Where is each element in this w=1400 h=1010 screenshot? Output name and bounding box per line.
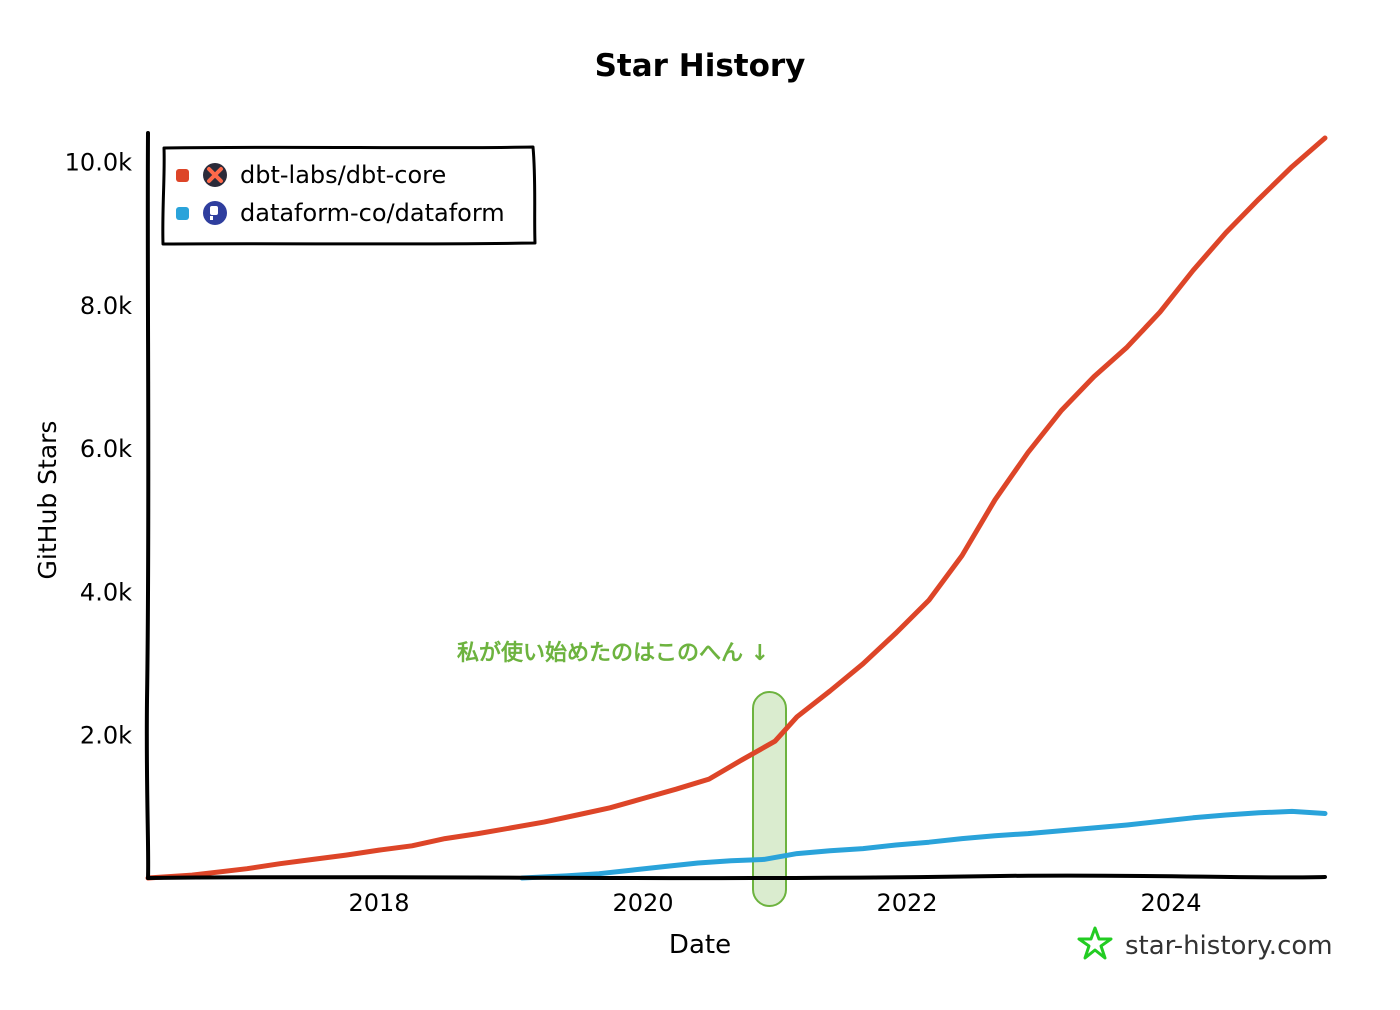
star-icon <box>1077 926 1113 960</box>
dataform-logo-icon <box>203 201 227 225</box>
x-tick-label: 2020 <box>612 889 673 917</box>
x-axis-label: Date <box>669 930 731 960</box>
chart-title: Star History <box>595 48 806 84</box>
series-line-dataform <box>519 808 1328 881</box>
legend-label-dataform: dataform-co/dataform <box>240 199 505 227</box>
annotation-label: 私が使い始めたのはこのへん ↓ <box>457 640 769 666</box>
legend-swatch-dbt <box>176 169 189 182</box>
series-lines <box>145 135 1328 881</box>
y-tick-label: 6.0k <box>80 435 132 463</box>
legend-label-dbt: dbt-labs/dbt-core <box>240 161 446 189</box>
legend-swatch-dataform <box>176 207 189 220</box>
series-line-dbt-core <box>145 135 1328 881</box>
watermark-text[interactable]: star-history.com <box>1125 931 1333 961</box>
legend: dbt-labs/dbt-core dataform-co/dataform <box>161 145 537 246</box>
y-axis-line <box>144 131 151 880</box>
y-axis-label: GitHub Stars <box>33 421 62 580</box>
x-tick-label: 2024 <box>1140 889 1201 917</box>
x-tick-label: 2018 <box>348 889 409 917</box>
x-ticks: 2018 2020 2022 2024 <box>348 889 1201 917</box>
axes <box>144 131 1327 881</box>
x-tick-label: 2022 <box>876 889 937 917</box>
y-tick-label: 4.0k <box>80 578 132 606</box>
legend-box <box>161 145 537 246</box>
watermark[interactable]: star-history.com <box>1077 926 1333 961</box>
dbt-logo-icon <box>203 163 227 187</box>
y-tick-label: 2.0k <box>80 722 132 750</box>
annotation-highlight <box>752 691 787 907</box>
x-axis-line <box>146 873 1327 881</box>
annotation: 私が使い始めたのはこのへん ↓ <box>457 640 787 907</box>
y-tick-label: 8.0k <box>80 292 132 320</box>
y-tick-label: 10.0k <box>65 149 132 177</box>
y-ticks: 2.0k 4.0k 6.0k 8.0k 10.0k <box>65 149 132 750</box>
